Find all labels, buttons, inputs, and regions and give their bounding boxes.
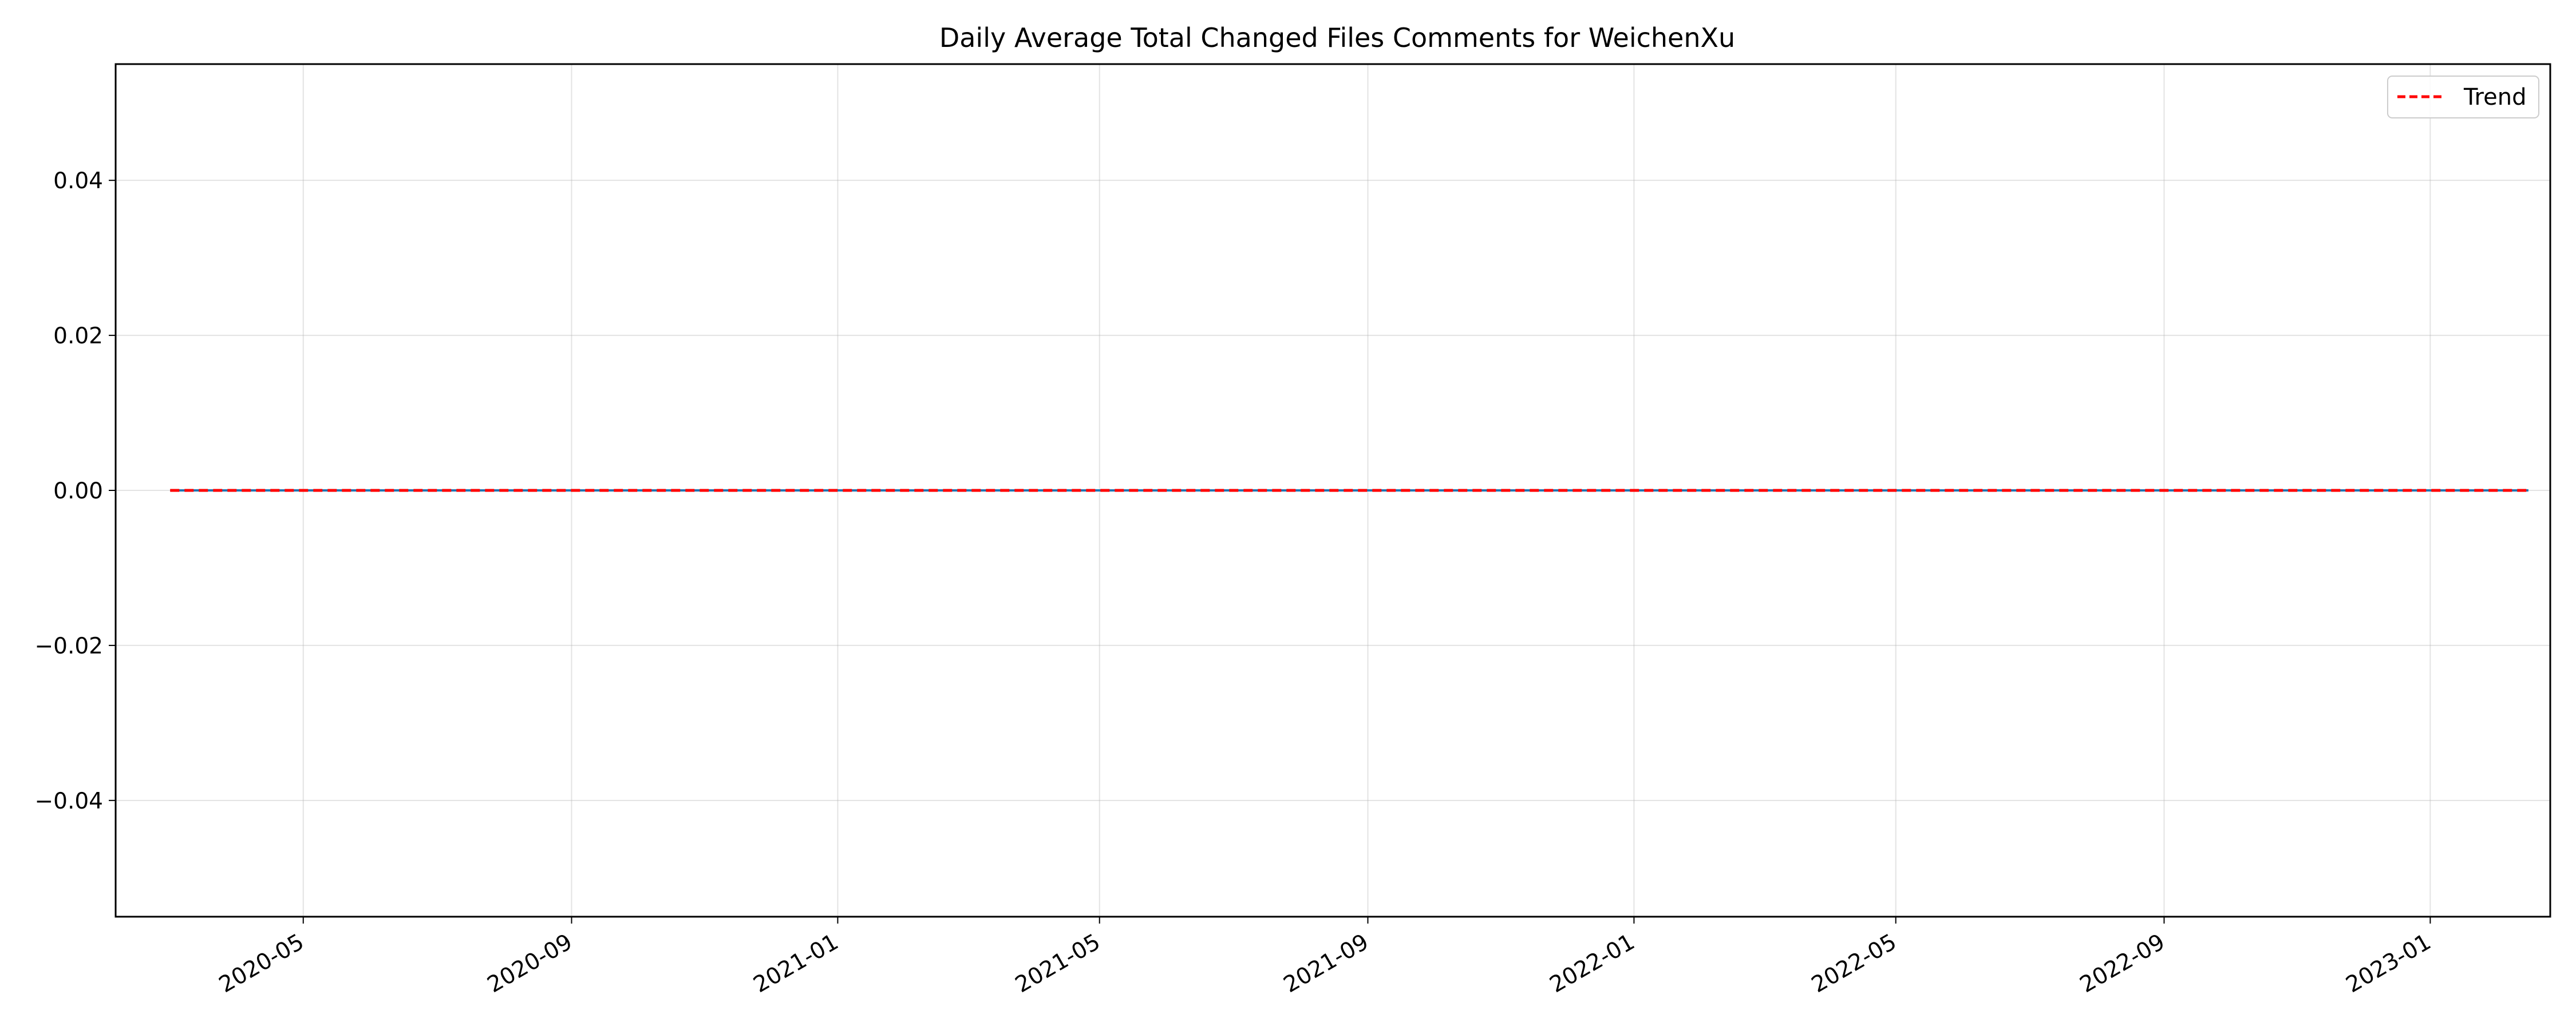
y-tick-label: 0.04 <box>53 168 103 194</box>
chart-title: Daily Average Total Changed Files Commen… <box>939 22 1735 53</box>
legend: Trend <box>2387 76 2539 118</box>
y-tick-label: 0.02 <box>53 323 103 349</box>
legend-label-trend: Trend <box>2463 84 2526 110</box>
y-tick-label: −0.02 <box>34 633 103 659</box>
y-tick-label: −0.04 <box>34 789 103 814</box>
y-tick-label: 0.00 <box>53 478 103 504</box>
legend-box <box>2387 76 2539 118</box>
